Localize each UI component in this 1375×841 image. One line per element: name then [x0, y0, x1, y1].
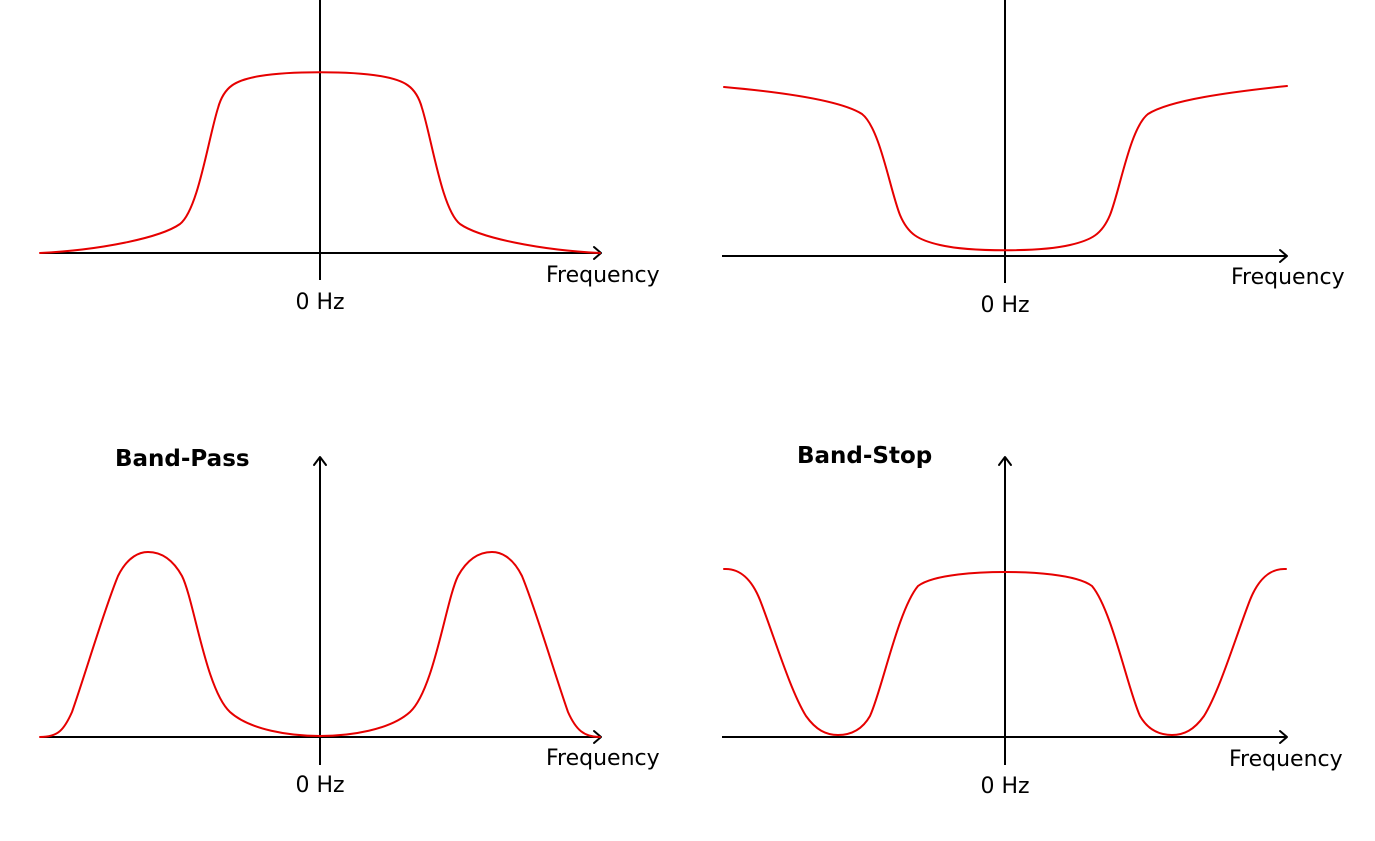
frequency-axis-label: Frequency [546, 746, 660, 771]
frequency-axis-label: Frequency [1231, 265, 1345, 290]
vertical-axis-arrow-icon [313, 456, 327, 466]
panel-title: Band-Stop [797, 443, 932, 469]
band-stop-response-curve [723, 567, 1287, 736]
high-pass-response-curve [723, 85, 1288, 252]
panel-high-pass: Frequency 0 Hz [722, 0, 1345, 318]
frequency-axis-label: Frequency [1229, 747, 1343, 772]
frequency-axis-arrow-icon [1279, 249, 1288, 263]
low-pass-response-curve [39, 71, 601, 254]
panel-band-stop: Band-Stop Frequency 0 Hz [722, 443, 1343, 799]
panel-band-pass: Band-Pass Frequency 0 Hz [39, 446, 660, 798]
frequency-axis-arrow-icon [1279, 730, 1288, 744]
band-pass-response-curve [39, 551, 601, 738]
vertical-axis-arrow-icon [998, 456, 1012, 466]
panel-low-pass: Frequency 0 Hz [39, 0, 660, 315]
origin-label: 0 Hz [295, 290, 344, 315]
origin-label: 0 Hz [295, 773, 344, 798]
frequency-axis-label: Frequency [546, 263, 660, 288]
origin-label: 0 Hz [980, 774, 1029, 799]
panel-title: Band-Pass [115, 446, 250, 472]
origin-label: 0 Hz [980, 293, 1029, 318]
